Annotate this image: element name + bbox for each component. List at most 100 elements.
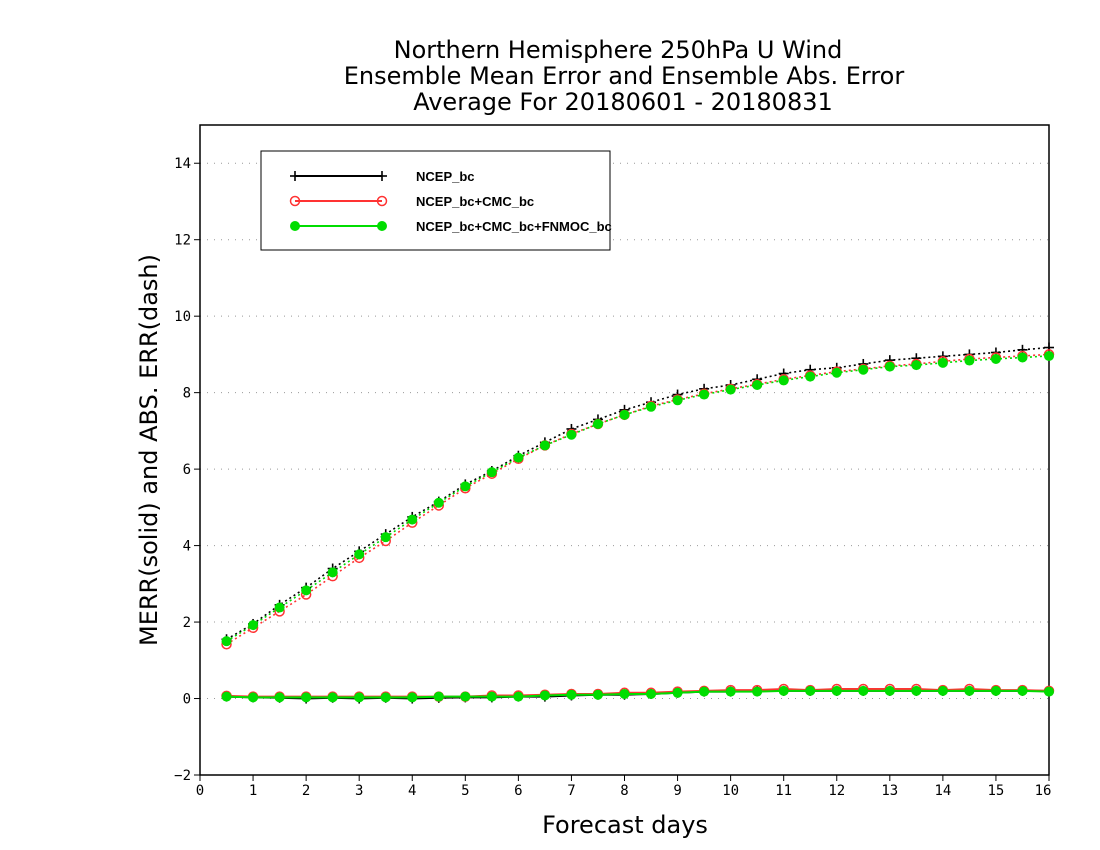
merr-point [433, 691, 444, 702]
x-tick-label: 9 [673, 783, 681, 799]
abs-err-point [513, 452, 524, 463]
abs-err-point [1044, 342, 1054, 353]
x-tick-label: 0 [196, 783, 204, 799]
abs-err-point [990, 354, 1001, 364]
merr-point [513, 691, 524, 702]
chart-title: Northern Hemisphere 250hPa U Wind Ensemb… [344, 36, 905, 116]
merr-point [301, 692, 312, 703]
legend-marker [290, 171, 300, 181]
merr-point [778, 685, 789, 696]
x-axis-label: Forecast days [542, 811, 708, 839]
merr-point [1017, 685, 1028, 696]
abs-err-point [433, 497, 444, 508]
legend-label: NCEP_bc+CMC_bc+FNMOC_bc [416, 219, 612, 234]
series-abs-err-line [226, 355, 1050, 642]
legend-label: NCEP_bc+CMC_bc [416, 194, 534, 209]
y-tick-label: 14 [174, 156, 191, 172]
y-tick-label: −2 [174, 768, 191, 784]
abs-err-point [592, 419, 603, 429]
merr-point [221, 691, 232, 702]
merr-point [990, 685, 1001, 696]
y-tick-label: 4 [183, 539, 191, 555]
x-tick-label: 7 [567, 783, 575, 799]
legend-marker [377, 221, 387, 231]
abs-err-point [327, 567, 338, 578]
x-tick-label: 13 [881, 783, 898, 799]
abs-err-point [752, 380, 763, 390]
merr-point [566, 689, 577, 700]
abs-err-point [274, 602, 285, 613]
y-tick-label: 6 [183, 462, 191, 478]
abs-err-point [1017, 352, 1028, 363]
y-tick-label: 12 [174, 233, 191, 249]
merr-point [884, 685, 895, 696]
merr-point [699, 686, 710, 697]
x-tick-label: 11 [775, 783, 792, 799]
merr-point [805, 685, 816, 696]
merr-point [858, 685, 869, 696]
abs-err-point [486, 467, 497, 478]
abs-err-point [248, 620, 259, 631]
x-tick-label: 6 [514, 783, 522, 799]
abs-err-point [221, 636, 232, 647]
y-tick-label: 8 [183, 386, 191, 402]
y-axis-label: MERR(solid) and ABS. ERR(dash) [135, 254, 163, 646]
abs-err-point [937, 357, 948, 368]
series-1 [221, 342, 1054, 704]
abs-err-point [354, 549, 365, 560]
x-tick-label: 12 [828, 783, 845, 799]
title-line-3: Average For 20180601 - 20180831 [413, 88, 833, 116]
y-tick-label: 2 [183, 615, 191, 631]
merr-point [646, 688, 657, 699]
legend-marker [377, 171, 387, 181]
merr-point [592, 689, 603, 700]
abs-err-point [884, 361, 895, 372]
y-tick-label: 10 [174, 309, 191, 325]
abs-err-point [831, 367, 842, 378]
x-tick-label: 8 [620, 783, 628, 799]
merr-point [380, 692, 391, 703]
merr-point [539, 690, 550, 701]
merr-point [354, 692, 365, 703]
legend-marker [376, 195, 388, 207]
merr-point [672, 687, 683, 698]
merr-point [460, 691, 471, 702]
abs-err-point [566, 429, 577, 440]
legend-entry-1: NCEP_bc [290, 169, 475, 184]
abs-err-point [619, 409, 630, 420]
x-tick-label: 3 [355, 783, 363, 799]
series-abs-err-line [226, 346, 1050, 640]
abs-err-point [460, 481, 471, 492]
x-tick-label: 15 [988, 783, 1005, 799]
x-tick-label: 5 [461, 783, 469, 799]
legend: NCEP_bc NCEP_bc+CMC_bc NCEP_bc+CMC_bc+FNMO… [260, 150, 612, 251]
x-tick-label: 16 [1035, 783, 1052, 799]
merr-point [407, 692, 418, 703]
x-tick-label: 14 [934, 783, 951, 799]
abs-err-point [858, 364, 869, 375]
abs-err-point [964, 355, 975, 366]
merr-point [725, 686, 736, 697]
merr-point [248, 692, 259, 703]
legend-marker [290, 221, 300, 231]
y-axis-ticks: −2 0 2 4 6 8 10 12 14 [174, 156, 200, 784]
merr-point [1044, 686, 1054, 697]
merr-point [937, 685, 948, 696]
abs-err-point [805, 371, 816, 382]
abs-err-point [539, 440, 550, 451]
merr-point [964, 685, 975, 696]
legend-label: NCEP_bc [416, 169, 475, 184]
x-tick-label: 10 [722, 783, 739, 799]
merr-point [911, 685, 922, 696]
merr-point [831, 685, 842, 696]
legend-entry-2: NCEP_bc+CMC_bc [289, 194, 534, 209]
y-tick-label: 0 [183, 692, 191, 708]
title-line-2: Ensemble Mean Error and Ensemble Abs. Er… [344, 62, 905, 90]
gridlines [200, 162, 1049, 776]
merr-point [274, 692, 285, 703]
abs-err-point [646, 401, 657, 412]
abs-err-point [725, 384, 736, 395]
series-abs-err-line [226, 353, 1050, 645]
abs-err-point [778, 375, 789, 386]
